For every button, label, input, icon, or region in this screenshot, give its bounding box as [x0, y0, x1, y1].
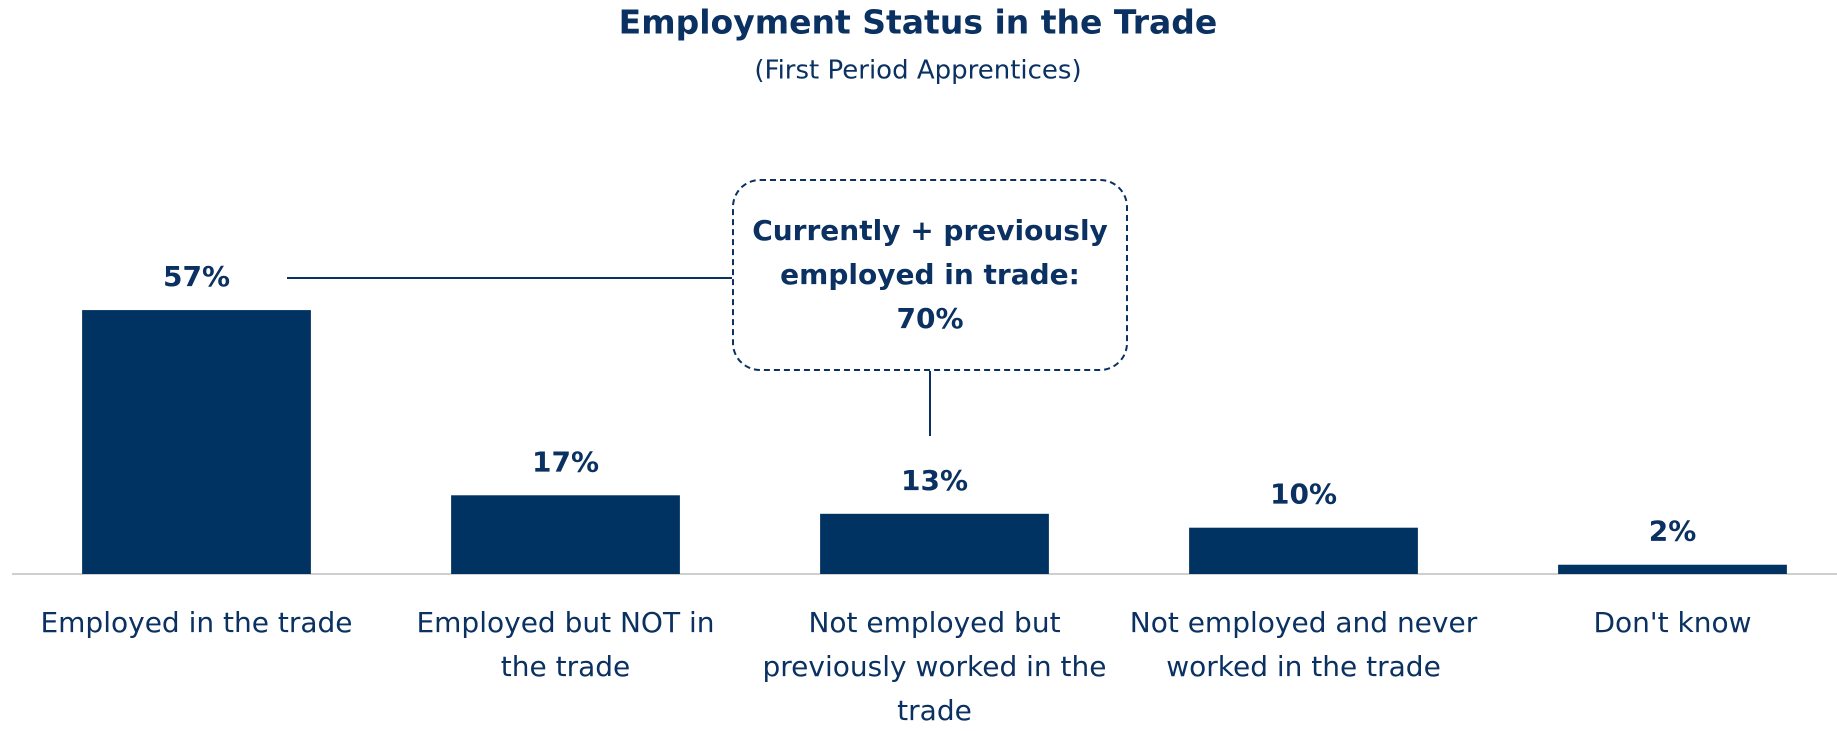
bar	[820, 513, 1049, 574]
value-label: 2%	[1649, 515, 1697, 548]
value-label: 57%	[163, 260, 230, 293]
x-tick-label: Not employed and never worked in the tra…	[1129, 606, 1478, 683]
x-tick-label: Employed but NOT in the trade	[416, 606, 715, 683]
chart-subtitle: (First Period Apprentices)	[754, 56, 1081, 86]
annotation-box: Currently + previously employed in trade…	[732, 179, 1128, 371]
bar	[1189, 527, 1418, 574]
bar	[451, 495, 680, 574]
value-label: 10%	[1270, 478, 1337, 511]
bar	[1558, 564, 1787, 574]
annotation-label: 70%	[896, 302, 964, 335]
x-tick-label: Not employed but previously worked in th…	[762, 606, 1107, 727]
bar	[82, 310, 311, 574]
value-label: 17%	[532, 445, 599, 478]
chart-title: Employment Status in the Trade	[619, 3, 1218, 42]
annotation-text: Currently + previously employed in trade…	[752, 214, 1108, 291]
x-tick-label: Don't know	[1593, 606, 1752, 639]
value-label: 13%	[901, 464, 968, 497]
x-tick-label: Employed in the trade	[40, 606, 353, 639]
